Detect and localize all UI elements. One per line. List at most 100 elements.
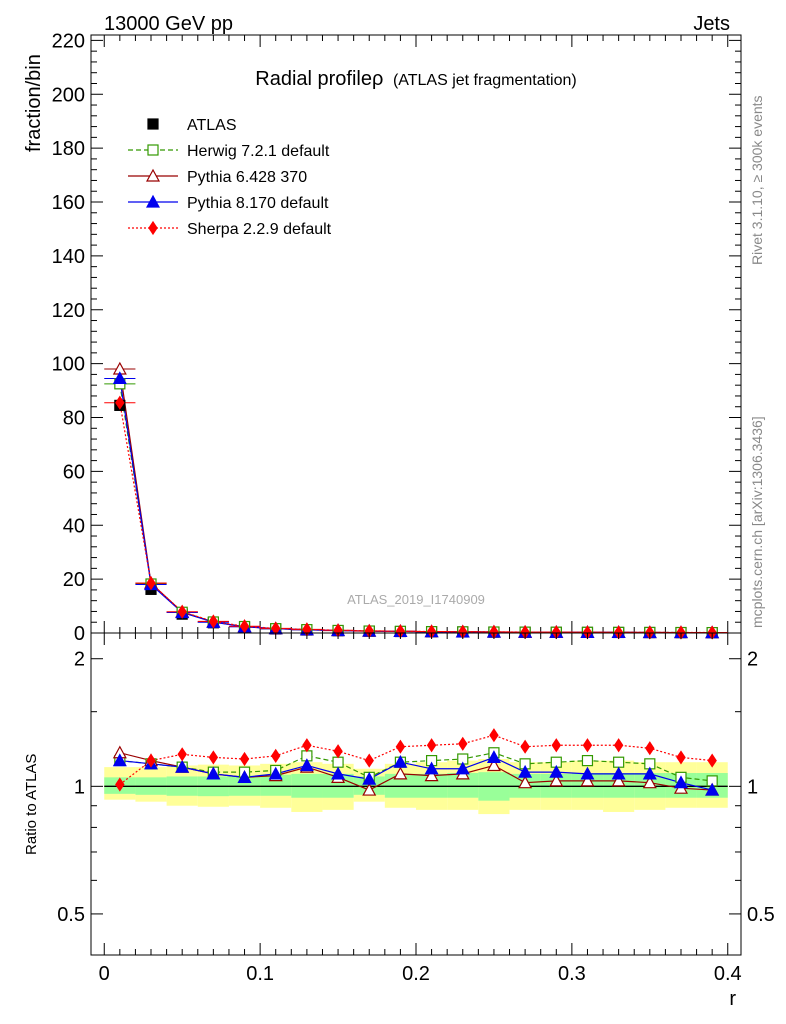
ratio-ytick-label: 1 [74,776,85,798]
ratio-point-sherpa [270,748,281,763]
main-axis-ticks: 0 20 40 60 80 100 120 140 160 180 200 220 [52,30,741,645]
mcplots-label: mcplots.cern.ch [arXiv:1306.3436] [749,416,765,628]
ratio-point-pythia [299,758,314,772]
ratio-point-pythia [549,764,564,778]
xtick-label: 0.1 [246,963,274,985]
main-ytick-label: 40 [63,515,85,537]
ratio-point-sherpa [208,750,219,765]
ratio-point-pythia [486,758,501,772]
main-point-pythia [112,371,127,385]
ratio-point-pythia [518,764,533,778]
main-ytick-label: 0 [74,623,85,645]
ratio-point-sherpa [364,753,374,768]
ratio-point-sherpa [458,736,468,751]
ratio-point-sherpa [395,739,406,754]
ratio-point-sherpa [676,750,686,765]
ratio-bands [104,759,728,815]
ratio-point-sherpa [239,751,250,767]
ratio-point-pythia [549,773,564,787]
xtick-label: 0.2 [402,963,430,985]
ratio-point-pythia [580,773,595,787]
ratio-point-pythia [175,759,190,773]
chart-title: Radial profileρ (ATLAS jet fragmentation… [255,68,576,90]
ratio-point-sherpa [707,753,717,768]
ratio-ytick-label-right: 2 [747,649,758,671]
ratio-point-sherpa [551,738,562,753]
legend-marker [147,118,159,130]
energy-label: 13000 GeV pp [104,13,233,35]
main-ytick-label: 140 [52,246,85,268]
ratio-point-sherpa [426,738,437,753]
chart-title-main: Radial profileρ [255,68,383,90]
legend-marker [148,220,158,236]
ratio-point-sherpa [115,777,125,792]
main-ylabel: fraction/bin [23,54,45,152]
legend-label: Pythia 6.428 370 [187,169,307,186]
ratio-point-sherpa [520,739,530,754]
main-ytick-label: 160 [52,192,85,214]
ratio-point-pythia [642,775,657,789]
legend-label: Pythia 8.170 default [187,195,329,212]
ratio-point-pythia [611,773,626,787]
ratio-point-pythia [486,750,501,764]
main-point-sherpa [239,619,250,634]
ratio-point-pythia [237,770,252,783]
ratio-point-sherpa [146,753,156,768]
ratio-point-herwig [613,756,625,768]
ratio-ytick-label-right: 1 [747,776,758,798]
ratio-point-pythia [705,782,720,796]
ratio-point-pythia [455,761,470,775]
xtick-label: 0.4 [714,963,742,985]
ratio-point-sherpa [333,744,343,759]
main-panel: 0 20 40 60 80 100 120 140 160 180 200 220 fraction/… [23,30,742,645]
main-point-sherpa [115,395,125,410]
xtick-label: 0.3 [558,963,586,985]
rivet-version-label: Rivet 3.1.10, ≥ 300k events [749,95,765,265]
main-ytick-label: 60 [63,461,85,483]
main-ytick-label: 20 [63,569,85,591]
xtick-label: 0 [99,963,110,985]
ratio-point-pythia [331,766,346,780]
main-ytick-label: 220 [52,30,85,52]
x-axis-tick-labels: 0 0.1 0.2 0.3 0.4 [99,963,742,985]
main-point-sherpa [208,614,219,629]
ratio-point-pythia [642,766,657,780]
chart-subtitle: (ATLAS jet fragmentation) [393,72,577,89]
ratio-point-pythia [424,761,439,775]
main-point-sherpa [146,576,156,591]
main-ytick-label: 100 [52,354,85,376]
ratio-axis-ticks: 0.5 0.5 1 1 2 2 [57,633,775,955]
ratio-band-inner [260,774,292,796]
ratio-point-pythia [393,766,408,780]
legend-marker [145,194,161,208]
ratio-point-pythia [362,771,377,785]
ratio-ytick-label-right: 0.5 [747,904,775,926]
ratio-point-pythia [611,766,626,780]
ratio-point-pythia [673,775,688,789]
ratio-point-pythia [362,782,377,796]
ratio-point-pythia [268,766,283,780]
ratio-panel: 0.5 0.5 1 1 2 2 Ratio to ATLAS [23,632,775,956]
ratio-point-pythia [112,753,127,767]
ratio-point-sherpa [302,738,312,753]
legend-marker [145,168,161,182]
legend-marker [147,144,159,156]
ratio-point-sherpa [177,747,187,762]
main-data [104,361,728,640]
ratio-point-pythia [393,754,408,768]
ratio-data [112,728,720,796]
ratio-point-sherpa [645,741,655,756]
ratio-ytick-label: 0.5 [57,904,85,926]
ratio-point-pythia [424,768,439,782]
legend-label: ATLAS [187,117,237,134]
main-ytick-label: 80 [63,408,85,430]
ratio-point-pythia [518,775,533,789]
main-ytick-label: 180 [52,138,85,160]
ratio-ytick-label: 2 [74,649,85,671]
analysis-id-label: ATLAS_2019_I1740909 [347,592,485,607]
main-ytick-label: 120 [52,300,85,322]
ratio-point-sherpa [582,738,593,753]
x-axis-label: r [729,988,736,1010]
ratio-point-herwig [332,756,344,768]
